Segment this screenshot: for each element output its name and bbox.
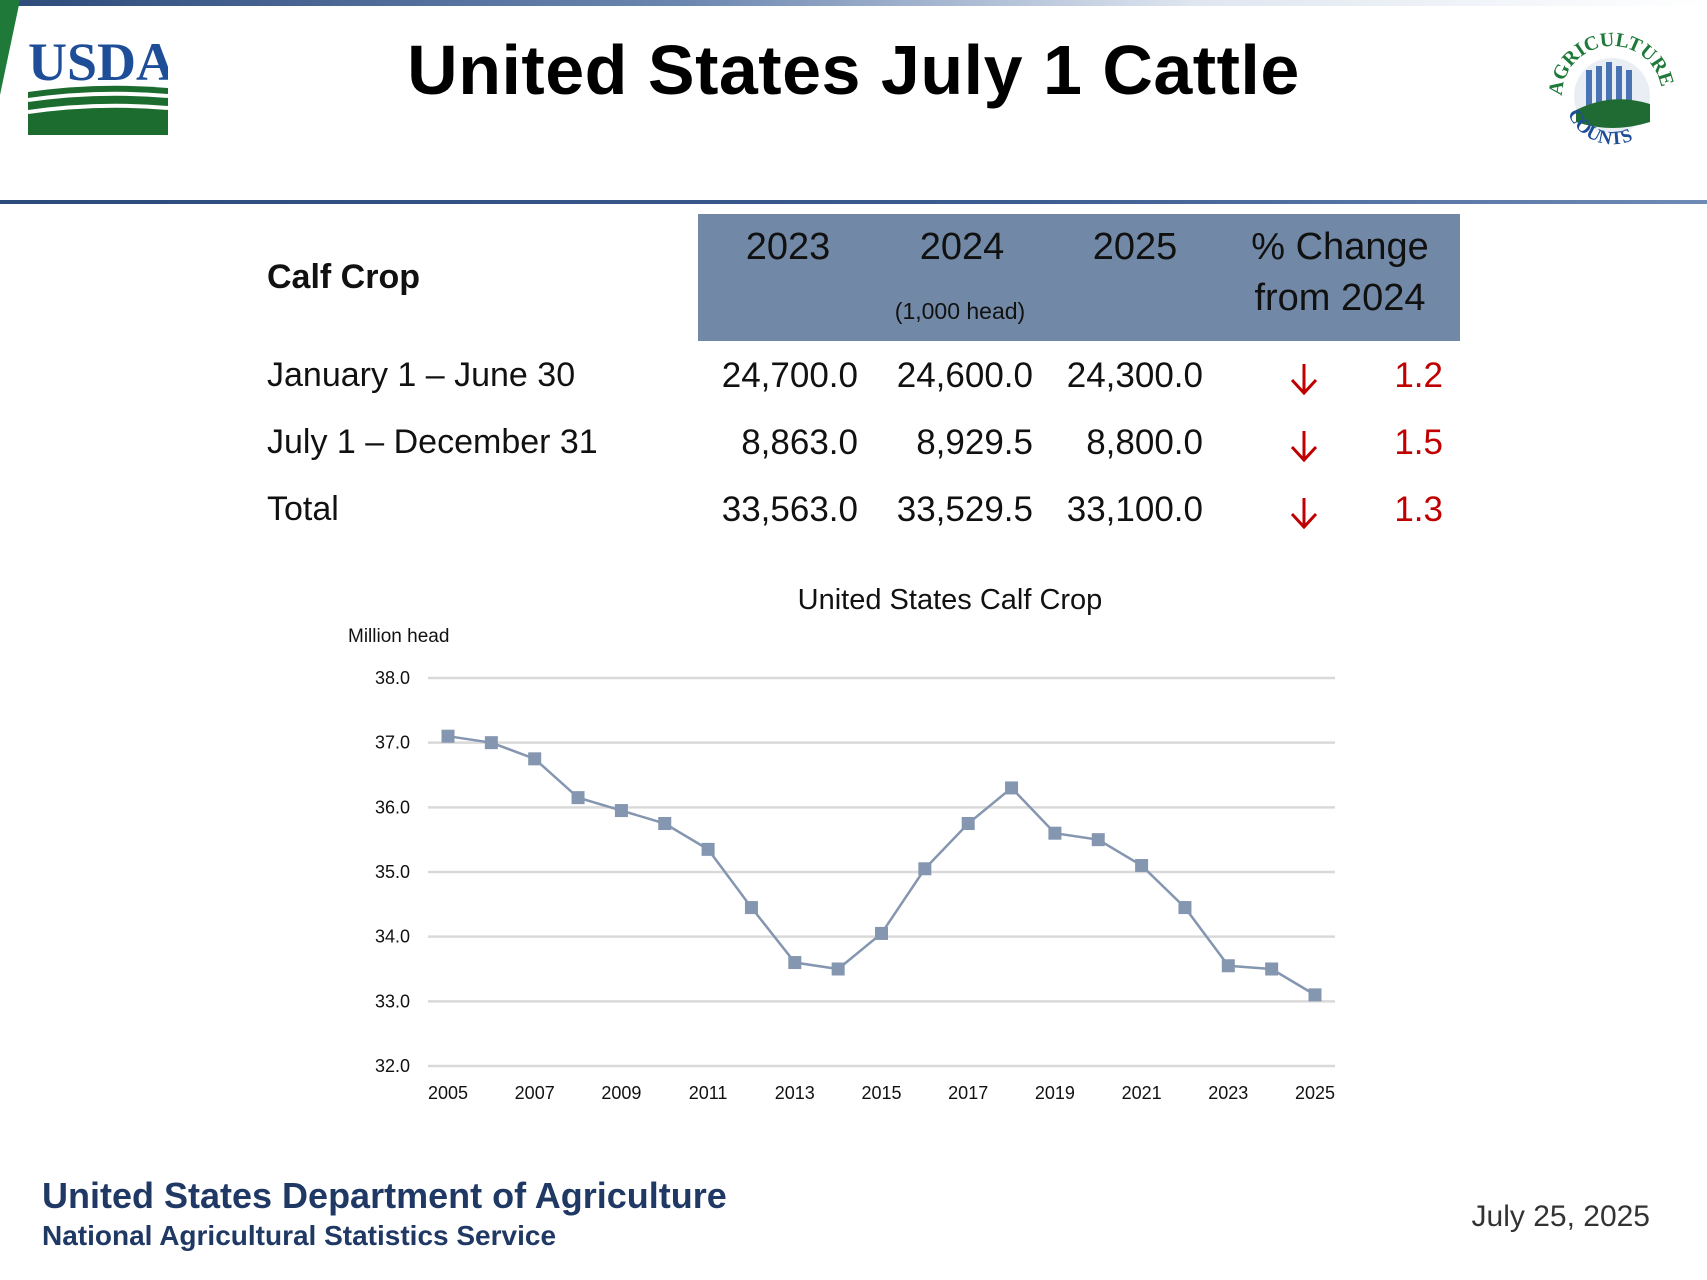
top-accent-bar xyxy=(0,0,1707,6)
cell-jan-jun-2024: 24,600.0 xyxy=(896,356,1033,395)
cell-jul-dec-2024: 8,929.5 xyxy=(916,423,1033,462)
col-header-pct-line1: % Change xyxy=(1251,226,1429,268)
data-point-2019 xyxy=(1048,826,1062,840)
y-tick-label: 37.0 xyxy=(375,733,410,753)
release-date: July 25, 2025 xyxy=(1471,1200,1650,1233)
down-arrow-icon xyxy=(1290,431,1318,463)
cell-jan-jun-2023: 24,700.0 xyxy=(721,356,858,395)
data-point-2025 xyxy=(1308,988,1322,1002)
data-point-2011 xyxy=(701,842,715,856)
page-title: United States July 1 Cattle xyxy=(407,31,1300,109)
unit-note: (1,000 head) xyxy=(894,298,1026,324)
data-point-2015 xyxy=(875,926,888,940)
data-point-2018 xyxy=(1005,781,1019,795)
col-header-2025: 2025 xyxy=(1092,226,1178,268)
x-tick-label: 2007 xyxy=(515,1083,555,1103)
data-point-2008 xyxy=(571,791,585,805)
data-point-2016 xyxy=(918,862,932,876)
data-point-2024 xyxy=(1265,962,1279,976)
data-point-2012 xyxy=(744,901,758,915)
calf-crop-label: Calf Crop xyxy=(267,258,420,296)
x-tick-label: 2019 xyxy=(1035,1083,1075,1103)
table-header-background xyxy=(698,214,1460,341)
down-arrow-icon xyxy=(1290,364,1318,396)
calf-crop-line-chart: Million head 38.0 37.0 36.0 35.0 34.0 33.0 32.… xyxy=(348,626,1335,1103)
chart-title: United States Calf Crop xyxy=(797,584,1103,616)
x-tick-label: 2005 xyxy=(428,1083,468,1103)
y-tick-label: 32.0 xyxy=(375,1056,410,1076)
data-point-2006 xyxy=(484,736,498,750)
y-tick-label: 36.0 xyxy=(375,797,410,817)
data-point-2014 xyxy=(831,962,845,976)
green-accent-wedge xyxy=(0,0,20,95)
col-header-2024: 2024 xyxy=(919,226,1005,268)
cell-jul-dec-2025: 8,800.0 xyxy=(1086,423,1203,462)
y-tick-label: 38.0 xyxy=(375,668,410,688)
y-tick-label: 33.0 xyxy=(375,991,410,1011)
col-header-2023: 2023 xyxy=(745,226,831,268)
row-label-total: Total xyxy=(267,490,339,528)
x-tick-label: 2015 xyxy=(861,1083,901,1103)
footer-service: National Agricultural Statistics Service xyxy=(42,1220,557,1251)
x-tick-label: 2013 xyxy=(775,1083,815,1103)
col-header-pct-line2: from 2024 xyxy=(1254,277,1426,319)
cell-jan-jun-2025: 24,300.0 xyxy=(1066,356,1203,395)
header-divider xyxy=(0,200,1707,204)
cell-total-2023: 33,563.0 xyxy=(721,490,858,529)
x-tick-label: 2025 xyxy=(1295,1083,1335,1103)
usda-logo: USDA xyxy=(28,32,168,135)
data-point-2023 xyxy=(1221,959,1235,973)
data-point-2020 xyxy=(1091,833,1105,847)
data-point-2009 xyxy=(614,804,628,818)
cell-total-pct: 1.3 xyxy=(1394,490,1443,529)
agriculture-counts-seal: AGRICULTURE COUNTS xyxy=(1545,29,1678,150)
svg-text:USDA: USDA xyxy=(28,32,168,92)
data-point-2022 xyxy=(1178,901,1192,915)
cell-total-2024: 33,529.5 xyxy=(896,490,1033,529)
cell-total-2025: 33,100.0 xyxy=(1066,490,1203,529)
series-line xyxy=(447,734,1316,996)
data-point-2010 xyxy=(658,817,672,830)
y-tick-label: 35.0 xyxy=(375,862,410,882)
footer-department: United States Department of Agriculture xyxy=(42,1175,727,1216)
cell-jul-dec-pct: 1.5 xyxy=(1394,423,1443,462)
data-point-2021 xyxy=(1135,859,1149,873)
cell-jan-jun-pct: 1.2 xyxy=(1394,356,1443,395)
x-tick-label: 2023 xyxy=(1208,1083,1248,1103)
data-point-2007 xyxy=(528,752,542,766)
x-tick-label: 2009 xyxy=(601,1083,641,1103)
x-tick-label: 2011 xyxy=(689,1083,728,1103)
data-point-2005 xyxy=(441,729,455,743)
down-arrow-icon xyxy=(1290,498,1318,530)
x-tick-label: 2017 xyxy=(948,1083,988,1103)
row-label-jul-dec: July 1 – December 31 xyxy=(267,423,598,461)
y-axis-label: Million head xyxy=(348,626,449,647)
y-tick-label: 34.0 xyxy=(375,927,410,947)
data-point-2017 xyxy=(961,817,975,830)
row-label-jan-jun: January 1 – June 30 xyxy=(267,356,576,394)
x-tick-label: 2021 xyxy=(1122,1083,1162,1103)
data-point-2013 xyxy=(788,956,802,970)
cell-jul-dec-2023: 8,863.0 xyxy=(741,423,858,462)
